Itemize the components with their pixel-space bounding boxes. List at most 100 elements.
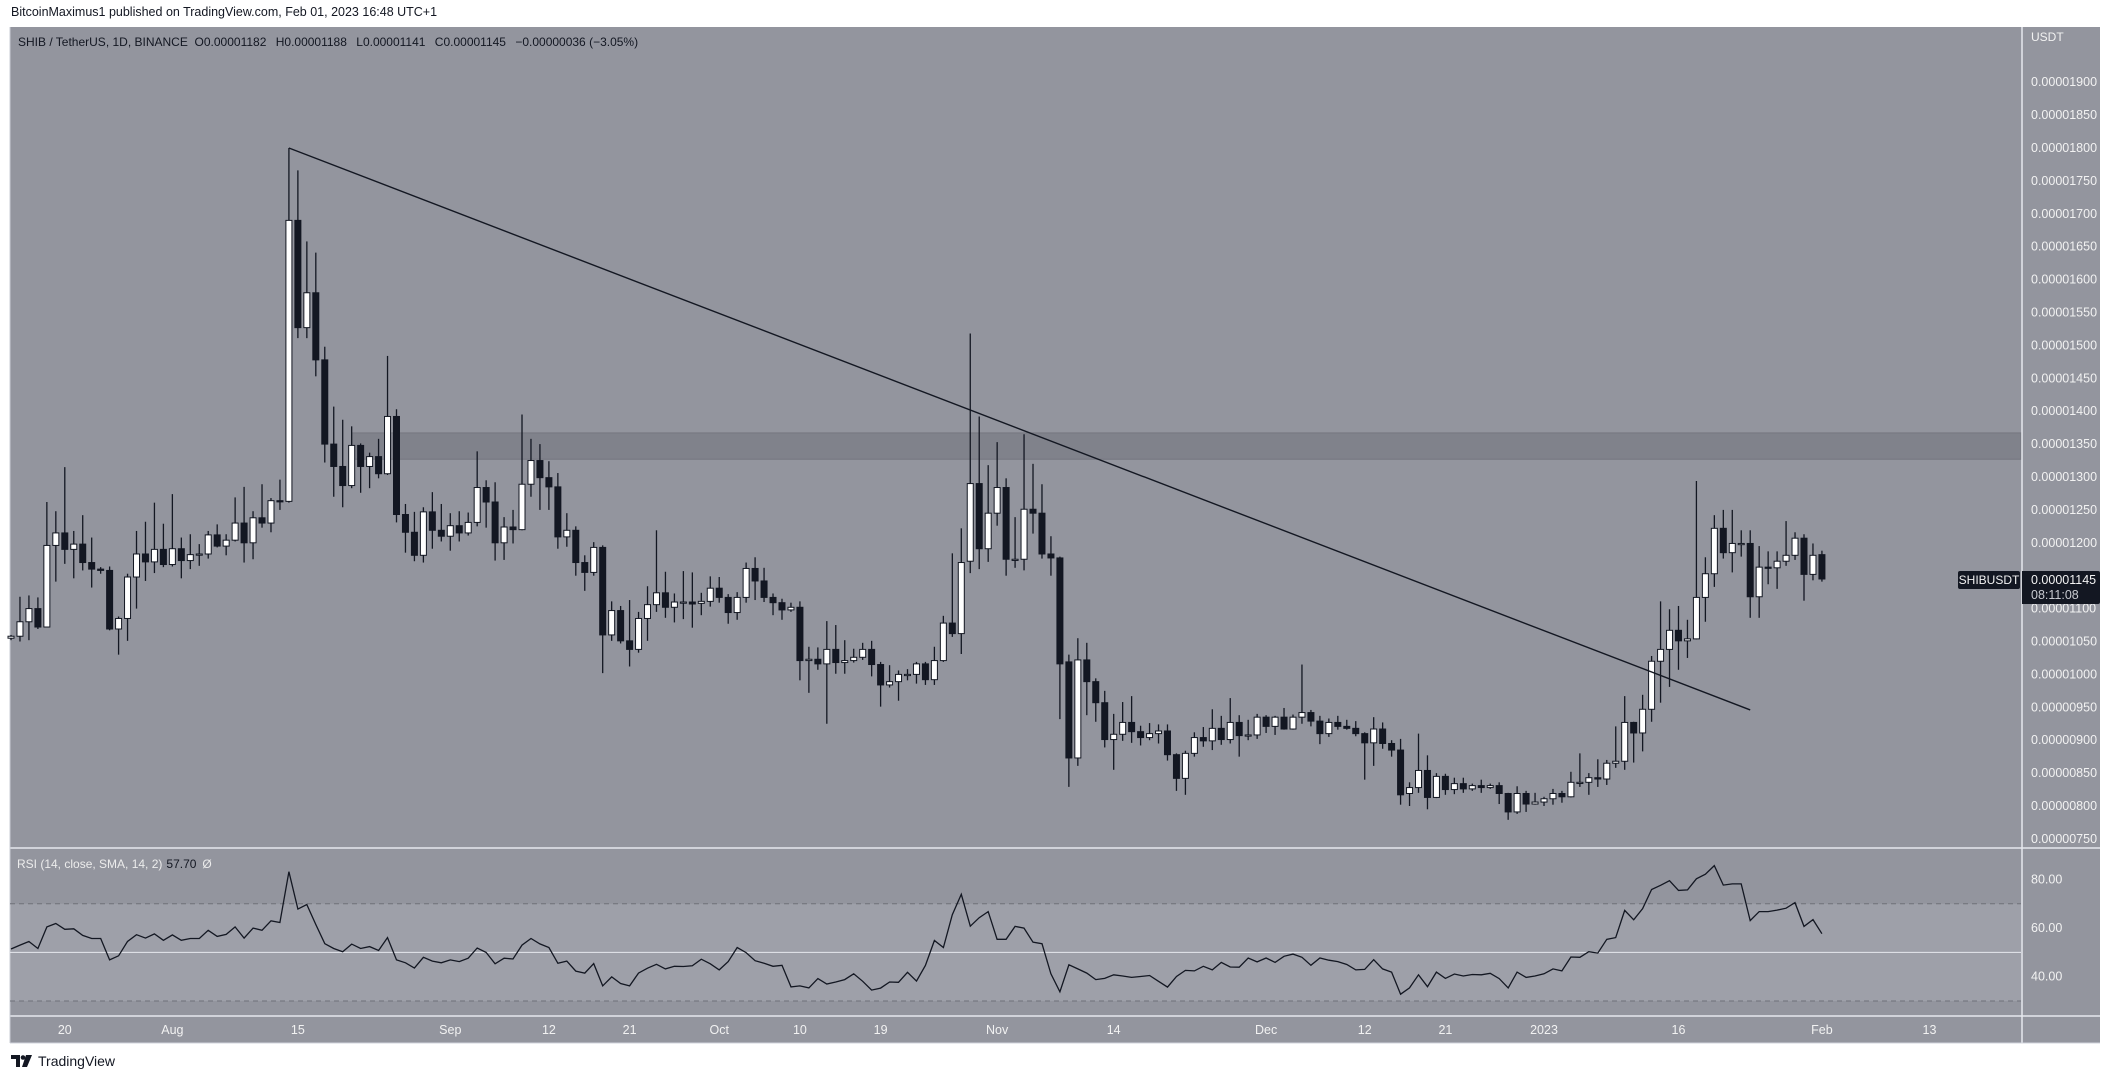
candle[interactable]	[832, 648, 840, 664]
candle[interactable]	[1253, 716, 1261, 736]
candle[interactable]	[384, 415, 392, 475]
candle[interactable]	[1316, 720, 1324, 735]
candle[interactable]	[231, 522, 239, 541]
candle[interactable]	[1800, 537, 1808, 575]
candle[interactable]	[1441, 775, 1449, 791]
candle[interactable]	[814, 658, 822, 665]
candle[interactable]	[886, 681, 894, 686]
candle[interactable]	[1244, 734, 1252, 737]
candle[interactable]	[491, 501, 499, 544]
candle[interactable]	[1155, 730, 1163, 735]
candle[interactable]	[939, 622, 947, 662]
candle[interactable]	[1262, 716, 1270, 727]
candle[interactable]	[679, 601, 687, 604]
candle[interactable]	[912, 663, 920, 675]
candle[interactable]	[61, 532, 69, 550]
candle[interactable]	[957, 562, 965, 635]
candle[interactable]	[1719, 527, 1727, 554]
candle[interactable]	[769, 596, 777, 604]
candle[interactable]	[1226, 721, 1234, 741]
candle[interactable]	[1603, 762, 1611, 780]
candle[interactable]	[330, 443, 338, 467]
candle[interactable]	[285, 219, 293, 502]
candle[interactable]	[1450, 783, 1458, 791]
candle[interactable]	[159, 548, 167, 566]
candle[interactable]	[1692, 596, 1700, 640]
candle[interactable]	[1011, 558, 1019, 561]
symbol-title[interactable]: SHIB / TetherUS, 1D, BINANCE	[18, 35, 188, 49]
candle[interactable]	[43, 544, 51, 628]
candle[interactable]	[1379, 728, 1387, 744]
candle[interactable]	[1522, 792, 1530, 805]
candle[interactable]	[249, 517, 257, 544]
candle[interactable]	[1648, 660, 1656, 710]
candle[interactable]	[1370, 728, 1378, 744]
candle[interactable]	[186, 554, 194, 562]
candle[interactable]	[1352, 727, 1360, 735]
candle[interactable]	[339, 465, 347, 487]
candle[interactable]	[993, 487, 1001, 514]
candle[interactable]	[1594, 777, 1602, 780]
candle[interactable]	[1110, 733, 1118, 741]
candle[interactable]	[518, 483, 526, 531]
candle[interactable]	[1737, 542, 1745, 546]
candle[interactable]	[1567, 781, 1575, 798]
candle[interactable]	[321, 359, 329, 445]
candle[interactable]	[168, 548, 176, 566]
candle[interactable]	[1432, 775, 1440, 798]
rsi-line[interactable]	[10, 864, 1823, 996]
candle[interactable]	[428, 511, 436, 531]
candle[interactable]	[1513, 792, 1521, 813]
candle[interactable]	[1397, 749, 1405, 796]
candle[interactable]	[1773, 560, 1781, 569]
candle[interactable]	[904, 673, 911, 677]
candle[interactable]	[1576, 781, 1584, 785]
candle[interactable]	[697, 600, 705, 604]
candle[interactable]	[599, 546, 607, 636]
candle[interactable]	[25, 608, 33, 623]
trendline[interactable]	[288, 147, 1751, 711]
candle[interactable]	[554, 486, 562, 538]
candle[interactable]	[921, 663, 929, 681]
candle[interactable]	[652, 592, 660, 606]
candle[interactable]	[868, 648, 876, 666]
candle[interactable]	[1163, 730, 1171, 756]
candle[interactable]	[1137, 731, 1145, 739]
candle[interactable]	[1029, 508, 1037, 514]
candle[interactable]	[1558, 792, 1566, 798]
candle[interactable]	[375, 456, 383, 475]
candle[interactable]	[1728, 542, 1736, 554]
candle[interactable]	[7, 635, 15, 639]
candle[interactable]	[240, 522, 248, 544]
candle[interactable]	[1235, 721, 1243, 737]
candle[interactable]	[1038, 512, 1046, 555]
candle[interactable]	[1782, 554, 1790, 562]
candle[interactable]	[133, 553, 141, 578]
candle[interactable]	[545, 477, 553, 488]
candle[interactable]	[1271, 716, 1279, 727]
candle[interactable]	[1585, 777, 1593, 783]
candle[interactable]	[1020, 508, 1028, 560]
candle[interactable]	[1181, 752, 1189, 779]
candle[interactable]	[661, 592, 669, 608]
candle[interactable]	[1065, 661, 1073, 759]
candle[interactable]	[1343, 725, 1351, 729]
candle[interactable]	[1639, 708, 1647, 734]
candle[interactable]	[437, 529, 445, 537]
candle[interactable]	[617, 610, 625, 642]
candle[interactable]	[1818, 554, 1826, 580]
candle[interactable]	[527, 460, 535, 485]
candle[interactable]	[688, 601, 696, 605]
candle[interactable]	[1074, 659, 1082, 759]
candle[interactable]	[635, 617, 643, 650]
candle[interactable]	[1199, 737, 1207, 742]
candle[interactable]	[482, 487, 490, 503]
candle[interactable]	[1531, 801, 1539, 805]
candle[interactable]	[204, 534, 212, 555]
candle[interactable]	[419, 511, 427, 556]
candle[interactable]	[1612, 760, 1620, 764]
candle[interactable]	[1486, 785, 1494, 789]
candle[interactable]	[608, 610, 616, 636]
candle[interactable]	[572, 529, 580, 564]
candle[interactable]	[1710, 527, 1718, 575]
